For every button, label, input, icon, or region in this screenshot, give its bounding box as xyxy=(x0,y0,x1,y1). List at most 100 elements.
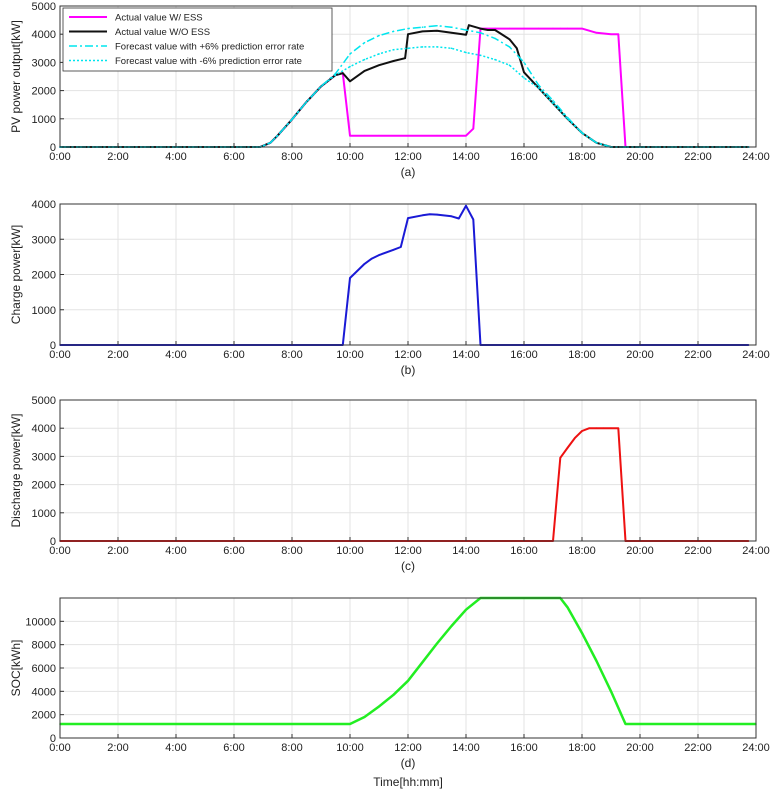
data-point xyxy=(334,72,337,75)
data-point xyxy=(378,705,380,708)
y-tick-label: 2000 xyxy=(32,710,56,722)
data-point xyxy=(363,263,366,265)
y-tick-label: 4000 xyxy=(32,199,56,211)
data-point xyxy=(465,51,467,54)
x-tick-label: 4:00 xyxy=(165,545,186,557)
panel-sublabel-b: (b) xyxy=(401,363,416,377)
x-tick-label: 18:00 xyxy=(568,742,596,754)
panel-sublabel-c: (c) xyxy=(401,559,415,573)
data-point xyxy=(291,118,293,121)
x-tick-label: 14:00 xyxy=(452,349,480,361)
data-point xyxy=(436,46,438,48)
x-tick-label: 18:00 xyxy=(568,349,596,361)
x-tick-label: 6:00 xyxy=(223,545,244,557)
data-point xyxy=(363,41,366,44)
data-point xyxy=(450,31,453,34)
y-tick-label: 3000 xyxy=(32,57,56,69)
data-point xyxy=(334,74,337,76)
legend-label: Forecast value with +6% prediction error… xyxy=(115,42,304,53)
x-tick-label: 22:00 xyxy=(684,151,712,163)
legend-label: Forecast value with -6% prediction error… xyxy=(115,56,302,67)
panel-c: 0:00 2:00 4:00 6:00 8:00 10:00 12:00 14:00 16:00… xyxy=(9,395,770,573)
x-tick-label: 8:00 xyxy=(281,545,302,557)
data-point xyxy=(363,134,366,137)
x-tick-label: 24:00 xyxy=(742,742,770,754)
y-tick-label: 5000 xyxy=(32,395,56,407)
x-tick-label: 2:00 xyxy=(107,151,128,163)
data-point xyxy=(370,257,373,260)
grid-d xyxy=(60,598,756,738)
data-point xyxy=(349,80,351,83)
data-point xyxy=(479,27,482,30)
data-point xyxy=(407,27,409,30)
data-point xyxy=(421,30,424,33)
data-point xyxy=(363,58,366,61)
x-tick-label: 14:00 xyxy=(452,742,480,754)
y-tick-label: 2000 xyxy=(32,480,56,492)
data-point xyxy=(392,60,395,62)
y-tick-label: 8000 xyxy=(32,640,56,652)
data-point xyxy=(465,204,467,207)
data-point xyxy=(392,249,395,251)
data-point xyxy=(624,723,627,725)
data-point xyxy=(581,430,583,432)
x-tick-label: 10:00 xyxy=(336,151,364,163)
data-point xyxy=(341,72,344,74)
data-point xyxy=(479,54,482,57)
data-point xyxy=(465,29,467,31)
data-point xyxy=(566,118,569,120)
x-tick-label: 0:00 xyxy=(49,349,70,361)
data-point xyxy=(421,26,424,28)
data-point xyxy=(537,27,540,30)
x-tick-label: 20:00 xyxy=(626,545,654,557)
x-tick-label: 8:00 xyxy=(281,151,302,163)
x-tick-label: 12:00 xyxy=(394,545,422,557)
data-point xyxy=(436,30,438,32)
y-tick-label: 6000 xyxy=(32,663,56,675)
legend: Actual value W/ ESS Actual value W/O ESS F… xyxy=(62,7,333,72)
data-point xyxy=(378,254,380,256)
legend-label: Actual value W/O ESS xyxy=(115,27,210,38)
x-tick-label: 20:00 xyxy=(626,349,654,361)
x-tick-label: 4:00 xyxy=(165,742,186,754)
y-tick-label: 0 xyxy=(50,536,56,548)
x-tick-label: 18:00 xyxy=(568,545,596,557)
x-tick-label: 24:00 xyxy=(742,151,770,163)
x-tick-label: 24:00 xyxy=(742,349,770,361)
data-point xyxy=(349,723,351,725)
x-tick-label: 20:00 xyxy=(626,151,654,163)
panel-a: 0:00 2:00 4:00 6:00 8:00 10:00 12:00 14:00 16:00… xyxy=(9,1,770,179)
data-point xyxy=(508,38,511,41)
y-tick-label: 4000 xyxy=(32,423,56,435)
x-tick-label: 0:00 xyxy=(49,545,70,557)
x-tick-label: 22:00 xyxy=(684,545,712,557)
data-point xyxy=(378,134,380,137)
data-point xyxy=(465,608,467,611)
data-point xyxy=(588,427,591,430)
data-point xyxy=(392,48,395,51)
data-point xyxy=(305,101,308,103)
data-point xyxy=(639,723,641,725)
data-point xyxy=(697,723,699,725)
data-point xyxy=(523,61,525,64)
x-tick-label: 16:00 xyxy=(510,545,538,557)
x-tick-label: 14:00 xyxy=(452,545,480,557)
data-point xyxy=(537,86,540,89)
data-point xyxy=(407,680,409,682)
y-tick-label: 2000 xyxy=(32,86,56,98)
y-axis-label-b: Charge power[kW] xyxy=(9,225,23,324)
x-tick-label: 20:00 xyxy=(626,742,654,754)
data-point xyxy=(595,427,598,430)
y-axis-label-a: PV power output[kW] xyxy=(9,20,23,133)
x-tick-label: 6:00 xyxy=(223,349,244,361)
x-tick-label: 8:00 xyxy=(281,742,302,754)
data-point xyxy=(378,64,380,67)
y-tick-label: 0 xyxy=(50,142,56,154)
data-point xyxy=(436,642,438,645)
data-point xyxy=(508,46,511,48)
panel-b: 0:00 2:00 4:00 6:00 8:00 10:00 12:00 14:00 16:00… xyxy=(9,199,770,377)
y-tick-label: 4000 xyxy=(32,686,56,698)
data-point xyxy=(404,57,406,59)
x-tick-label: 0:00 xyxy=(49,742,70,754)
data-point xyxy=(515,47,518,50)
